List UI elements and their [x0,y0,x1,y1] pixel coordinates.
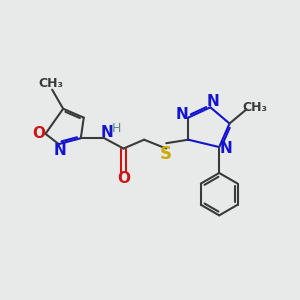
Text: O: O [32,126,46,141]
Text: S: S [160,145,172,163]
Text: N: N [219,141,232,156]
Text: H: H [112,122,122,135]
Text: CH₃: CH₃ [38,77,63,90]
Text: N: N [100,125,113,140]
Text: N: N [53,143,66,158]
Text: CH₃: CH₃ [242,101,267,114]
Text: N: N [206,94,219,109]
Text: N: N [176,107,188,122]
Text: O: O [117,171,130,186]
